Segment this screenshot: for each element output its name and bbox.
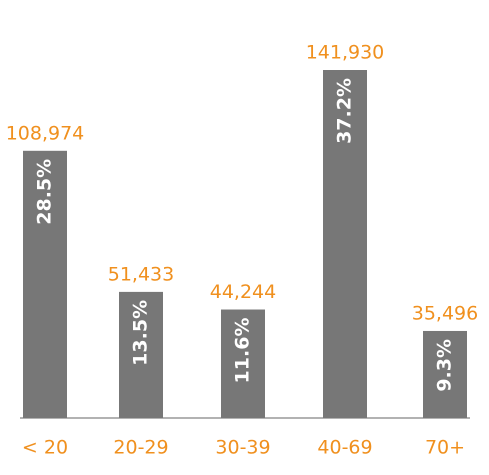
bar — [221, 309, 265, 418]
x-tick-label: < 20 — [22, 437, 68, 459]
value-label: 35,496 — [412, 302, 478, 324]
bar — [119, 291, 163, 418]
value-label: 108,974 — [6, 122, 85, 144]
share-label: 13.5% — [130, 300, 152, 366]
share-label: 11.6% — [232, 318, 254, 384]
share-label: 28.5% — [34, 159, 56, 225]
x-tick-label: 20-29 — [113, 437, 168, 459]
bar — [423, 330, 467, 418]
share-label: 37.2% — [334, 78, 356, 144]
value-label: 44,244 — [210, 281, 276, 303]
share-label: 9.3% — [434, 339, 456, 392]
bar — [23, 150, 67, 418]
x-tick-label: 70+ — [425, 437, 465, 459]
bar — [323, 70, 367, 418]
x-tick-label: 30-39 — [215, 437, 270, 459]
x-tick-label: 40-69 — [317, 437, 372, 459]
value-label: 51,433 — [108, 263, 174, 285]
value-label: 141,930 — [306, 42, 385, 64]
